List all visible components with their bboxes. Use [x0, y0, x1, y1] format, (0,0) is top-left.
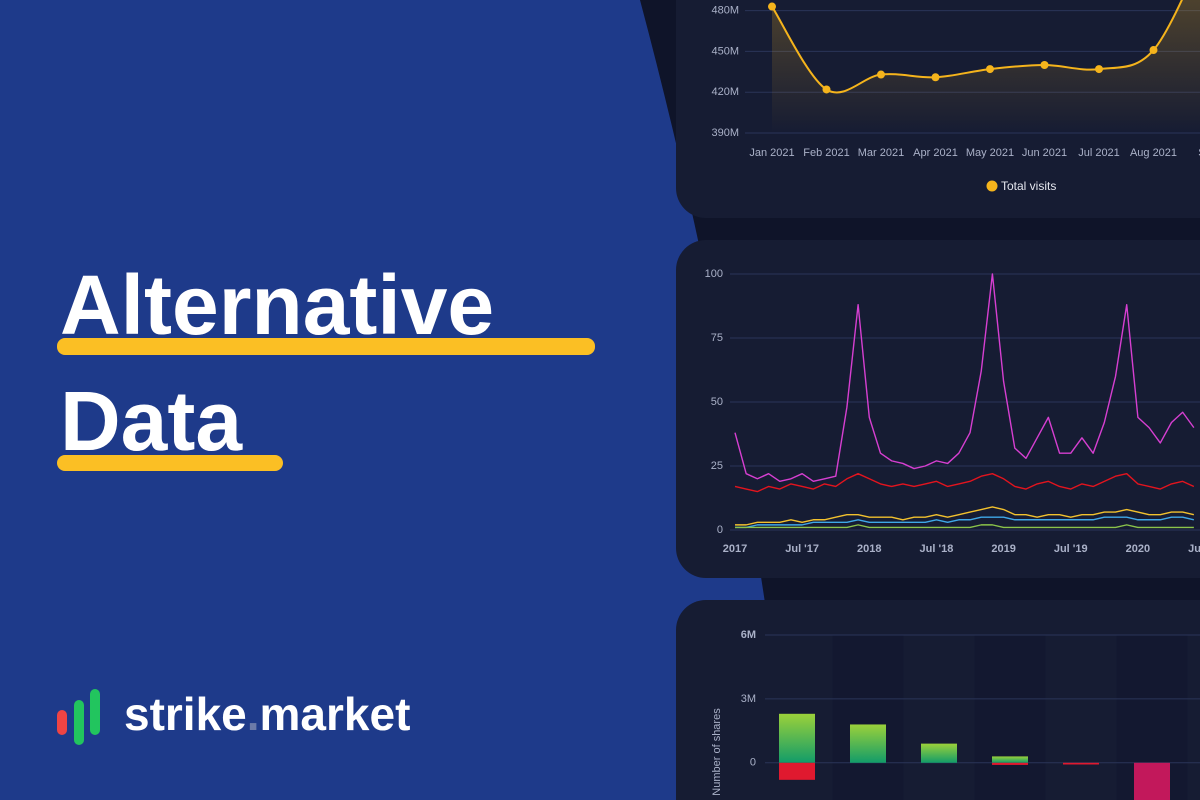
bar	[779, 762, 815, 780]
bar	[992, 762, 1028, 765]
x-tick-label: 2018	[857, 543, 881, 555]
logo-part: strike	[124, 688, 247, 740]
x-tick-label: Sep	[1198, 147, 1200, 159]
line	[735, 524, 1194, 529]
logo-part: market	[260, 688, 411, 740]
bar	[850, 724, 886, 763]
y-tick-label: 480M	[711, 5, 739, 17]
y-tick-label: 25	[711, 460, 723, 472]
point	[1095, 65, 1103, 74]
line	[734, 472, 1195, 493]
column-stripe	[832, 635, 904, 800]
bar	[992, 756, 1028, 763]
line	[734, 273, 1195, 483]
x-tick-label: Jan 2021	[749, 147, 794, 159]
x-tick-label: Jul '20	[1188, 543, 1200, 555]
y-tick-label: 75	[711, 332, 723, 344]
bar	[921, 743, 957, 763]
legend-marker	[986, 180, 998, 192]
bar	[779, 713, 815, 763]
bar	[1134, 762, 1170, 800]
x-tick-label: 2017	[723, 543, 747, 555]
point	[1040, 61, 1049, 69]
line	[735, 506, 1195, 526]
point	[1149, 46, 1158, 55]
logo-text: strike.market	[124, 688, 410, 740]
logo-icon	[57, 689, 100, 745]
y-tick-label: 6M	[741, 629, 756, 641]
y-tick-label: 3M	[741, 693, 756, 705]
point	[768, 2, 776, 11]
y-tick-label: 390M	[711, 127, 739, 139]
panel	[676, 240, 1200, 578]
y-tick-label: 0	[750, 757, 756, 769]
logo-bar	[74, 700, 84, 745]
headline: Alternative	[60, 258, 494, 352]
y-tick-label: 100	[705, 268, 723, 280]
highlight	[57, 338, 595, 355]
logo-dot: .	[247, 688, 260, 740]
highlight	[57, 455, 283, 471]
area	[772, 0, 1200, 133]
x-tick-label: 2019	[991, 543, 1015, 555]
trend-chart: 0 25 50 75 100 2017 Jul '17 2018 Jul '18 2019 Jul …	[705, 268, 1200, 555]
x-tick-label: Jun 2021	[1022, 147, 1067, 159]
x-tick-label: 2020	[1126, 543, 1150, 555]
y-tick-label: 50	[711, 396, 723, 408]
x-tick-label: Jul 2021	[1078, 147, 1120, 159]
visits-chart: 390M 420M 450M 480M Jan 2021 Feb 2021 Mar 2021…	[711, 0, 1200, 193]
point	[822, 85, 831, 94]
shares-chart: 0 3M 6M Number of shares	[711, 629, 1200, 800]
point	[877, 70, 885, 79]
x-tick-label: May 2021	[966, 147, 1014, 159]
y-tick-label: 420M	[711, 86, 739, 98]
bar	[1063, 762, 1099, 765]
x-tick-label: Apr 2021	[913, 147, 958, 159]
headline: Data	[60, 374, 243, 468]
x-tick-label: Aug 2021	[1130, 147, 1177, 159]
point	[986, 65, 994, 74]
x-tick-label: Feb 2021	[803, 147, 849, 159]
y-axis-label: Number of shares	[711, 708, 723, 796]
point	[931, 73, 940, 82]
logo-bar	[90, 689, 100, 735]
logo-bar	[57, 710, 67, 735]
y-tick-label: 450M	[711, 45, 739, 57]
legend-label: Total visits	[1001, 179, 1056, 193]
x-tick-label: Jul '17	[785, 543, 819, 555]
line	[735, 516, 1195, 529]
x-tick-label: Mar 2021	[858, 147, 904, 159]
y-tick-label: 0	[717, 524, 723, 536]
column-stripe	[974, 635, 1046, 800]
x-tick-label: Jul '19	[1054, 543, 1088, 555]
x-tick-label: Jul '18	[920, 543, 954, 555]
